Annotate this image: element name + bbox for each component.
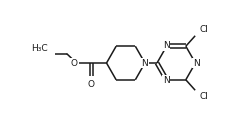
Text: N: N: [142, 59, 148, 68]
Text: Cl: Cl: [200, 92, 208, 101]
Text: H₃C: H₃C: [31, 44, 48, 53]
Text: O: O: [88, 80, 95, 89]
Text: Cl: Cl: [200, 25, 208, 34]
Text: N: N: [163, 41, 170, 50]
Text: N: N: [163, 76, 170, 85]
Text: O: O: [70, 59, 77, 68]
Text: N: N: [193, 59, 200, 68]
